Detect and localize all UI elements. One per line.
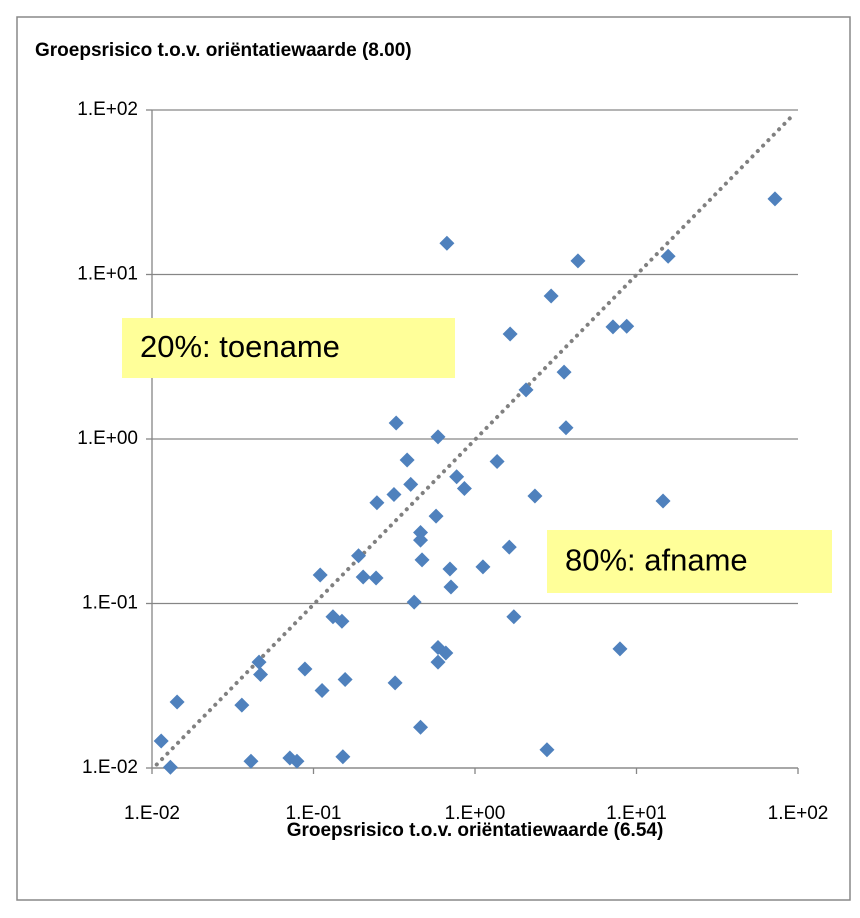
point [475, 559, 491, 575]
point [253, 667, 269, 683]
x-axis-label: Groepsrisico t.o.v. oriëntatiewaarde (6.… [287, 820, 664, 841]
x-tick-label: 1.E-01 [286, 803, 342, 824]
point [355, 569, 371, 585]
point [413, 719, 429, 735]
point [527, 488, 543, 504]
x-tick-label: 1.E-02 [124, 803, 180, 824]
chart-border [16, 16, 851, 901]
y-tick-label: 1.E+02 [77, 99, 138, 120]
point [413, 532, 429, 548]
y-tick-label: 1.E+00 [77, 428, 138, 449]
point [612, 641, 628, 657]
point [312, 567, 328, 583]
y-tick-label: 1.E+01 [77, 264, 138, 285]
y-tick-label: 1.E-02 [82, 757, 138, 778]
point [539, 742, 555, 758]
point [605, 319, 621, 335]
point [543, 288, 559, 304]
annotation-box [547, 530, 832, 593]
point [439, 235, 455, 251]
point [506, 609, 522, 625]
point [251, 654, 267, 670]
point [314, 682, 330, 698]
point [388, 415, 404, 431]
point [556, 364, 572, 380]
point [438, 645, 454, 661]
point [153, 733, 169, 749]
point [456, 481, 472, 497]
point [767, 191, 783, 207]
trendline [154, 113, 795, 767]
point [399, 452, 415, 468]
point [558, 420, 574, 436]
point [169, 694, 185, 710]
point [334, 613, 350, 629]
point [337, 672, 353, 688]
point [428, 508, 444, 524]
point [443, 579, 459, 595]
chart-title: Groepsrisico t.o.v. oriëntatiewaarde (8.… [35, 40, 412, 61]
point [414, 552, 430, 568]
point [502, 326, 518, 342]
point [489, 453, 505, 469]
point [406, 594, 422, 610]
x-tick-label: 1.E+02 [768, 803, 829, 824]
point [570, 253, 586, 269]
point [430, 429, 446, 445]
point [518, 382, 534, 398]
point [430, 654, 446, 670]
y-tick-label: 1.E-01 [82, 593, 138, 614]
point [442, 561, 458, 577]
x-tick-label: 1.E+01 [606, 803, 667, 824]
point [387, 675, 403, 691]
point [501, 539, 517, 555]
point [660, 248, 676, 264]
point [369, 495, 385, 511]
point [351, 548, 367, 564]
annotation: 80%: afname [565, 543, 748, 578]
point [297, 661, 313, 677]
point [335, 749, 351, 765]
annotation-box [122, 318, 455, 378]
point [162, 759, 178, 775]
point [403, 476, 419, 492]
annotation: 20%: toename [140, 329, 340, 364]
point [655, 493, 671, 509]
point [449, 469, 465, 485]
point [368, 570, 384, 586]
point [413, 525, 429, 541]
x-tick-label: 1.E+00 [445, 803, 506, 824]
point [386, 486, 402, 502]
point [234, 697, 250, 713]
point [619, 318, 635, 334]
point [243, 753, 259, 769]
point [289, 753, 305, 769]
